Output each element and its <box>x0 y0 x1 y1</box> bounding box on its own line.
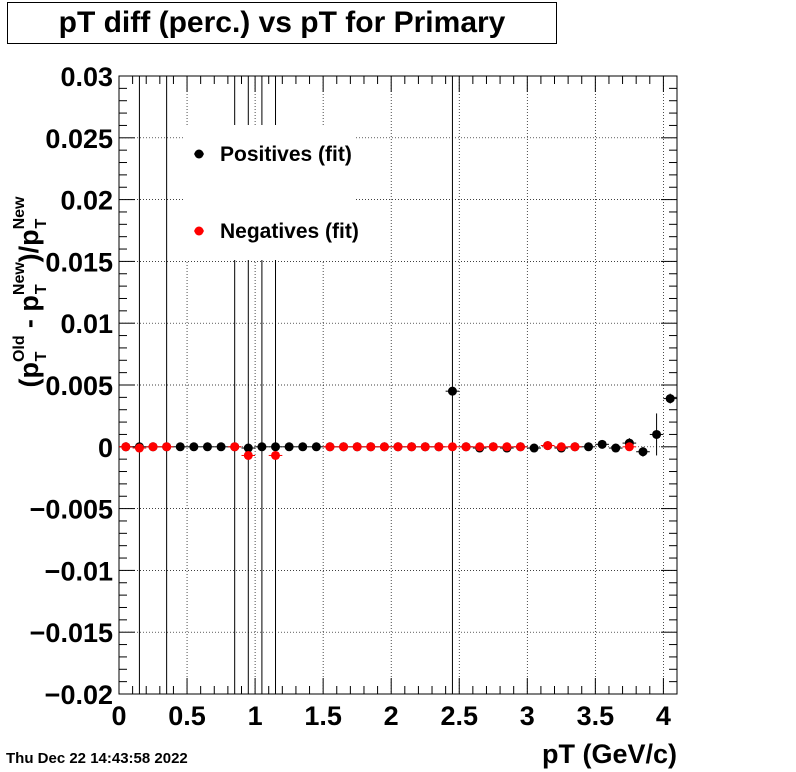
point-s0-34 <box>584 442 594 452</box>
point-s0-30 <box>529 443 539 453</box>
x-axis-label: pT (GeV/c) <box>542 739 677 769</box>
point-s1-11 <box>379 442 389 452</box>
point-s1-18 <box>475 442 485 452</box>
point-s0-5 <box>189 442 199 452</box>
x-tick-label-4: 2 <box>384 701 399 731</box>
timestamp: Thu Dec 22 14:43:58 2022 <box>6 750 188 767</box>
legend-label-positives: Positives (fit) <box>220 143 352 166</box>
y-label-sup-old: Old <box>11 335 28 362</box>
axis-ticks <box>118 75 678 695</box>
point-s1-12 <box>393 442 403 452</box>
y-tick-label-0: −0.02 <box>45 680 113 710</box>
y-tick-label-2: −0.01 <box>45 556 113 586</box>
y-tick-label-4: 0 <box>98 433 113 463</box>
x-tick-label-1: 0.5 <box>168 701 206 731</box>
point-s1-2 <box>148 442 158 452</box>
point-s1-0 <box>121 442 131 452</box>
legend-box <box>183 125 355 260</box>
point-s1-17 <box>461 442 471 452</box>
point-s1-1 <box>134 443 144 453</box>
x-tick-label-7: 3.5 <box>577 701 615 731</box>
point-s1-23 <box>556 442 566 452</box>
point-s1-7 <box>325 442 335 452</box>
point-s0-6 <box>202 442 212 452</box>
point-s1-15 <box>434 442 444 452</box>
point-s1-6 <box>271 450 281 460</box>
point-s0-7 <box>216 442 226 452</box>
point-s0-24 <box>447 386 457 396</box>
y-label-mid: - p <box>14 295 44 336</box>
y-axis-label: (pOld T - pNew T)/pNew T <box>11 196 50 388</box>
point-s0-36 <box>611 443 621 453</box>
data-points <box>119 386 677 460</box>
point-s0-9 <box>243 443 253 453</box>
y-tick-label-5: 0.005 <box>45 371 113 401</box>
point-s0-12 <box>284 442 294 452</box>
point-s1-5 <box>243 450 253 460</box>
point-s1-14 <box>420 442 430 452</box>
point-s0-13 <box>298 442 308 452</box>
x-tick-label-0: 0 <box>111 701 126 731</box>
y-label-open: (p <box>14 362 44 387</box>
x-tick-label-2: 1 <box>248 701 263 731</box>
point-s1-4 <box>230 442 240 452</box>
x-tick-label-5: 2.5 <box>440 701 478 731</box>
chart-title: pT diff (perc.) vs pT for Primary <box>7 2 557 44</box>
x-tick-label-6: 3 <box>520 701 535 731</box>
y-tick-label-6: 0.01 <box>60 309 113 339</box>
legend: Positives (fit) Negatives (fit) <box>183 125 359 260</box>
point-s0-40 <box>665 394 675 404</box>
x-tick-label-8: 4 <box>656 701 671 731</box>
y-tick-label-7: 0.015 <box>45 247 113 277</box>
point-s1-24 <box>570 442 580 452</box>
x-tick-label-3: 1.5 <box>304 701 342 731</box>
y-label-close: )/p <box>14 229 44 262</box>
y-label-sup-new1: New <box>11 262 28 295</box>
point-s1-25 <box>624 442 634 452</box>
point-s0-14 <box>311 442 321 452</box>
point-s1-9 <box>352 442 362 452</box>
point-s1-3 <box>162 442 172 452</box>
point-s0-38 <box>638 447 648 457</box>
y-tick-label-10: 0.03 <box>60 62 113 92</box>
point-s0-39 <box>652 429 662 439</box>
x-tick-labels: 0 0.5 1 1.5 2 2.5 3 3.5 4 <box>111 701 670 731</box>
point-s0-35 <box>597 439 607 449</box>
y-tick-label-3: −0.005 <box>30 495 113 525</box>
y-tick-label-8: 0.02 <box>60 186 113 216</box>
y-label-sub-t1: T <box>33 351 50 361</box>
y-label-sub-t3: T <box>33 218 50 228</box>
y-tick-label-1: −0.015 <box>30 618 113 648</box>
point-s1-20 <box>502 442 512 452</box>
point-s1-19 <box>488 442 498 452</box>
point-s1-13 <box>407 442 417 452</box>
point-s0-4 <box>175 442 185 452</box>
point-s1-16 <box>447 442 457 452</box>
y-tick-label-9: 0.025 <box>45 124 113 154</box>
point-s1-8 <box>339 442 349 452</box>
y-label-sup-new2: New <box>11 196 28 229</box>
point-s0-10 <box>257 442 267 452</box>
point-s0-11 <box>271 442 281 452</box>
y-label-sub-t2: T <box>33 284 50 294</box>
point-s1-21 <box>515 442 525 452</box>
point-s1-22 <box>543 441 553 451</box>
y-tick-labels: −0.02 −0.015 −0.01 −0.005 0 0.005 0.01 0.015 0.0… <box>30 62 113 710</box>
legend-label-negatives: Negatives (fit) <box>220 220 359 243</box>
point-s1-10 <box>366 442 376 452</box>
